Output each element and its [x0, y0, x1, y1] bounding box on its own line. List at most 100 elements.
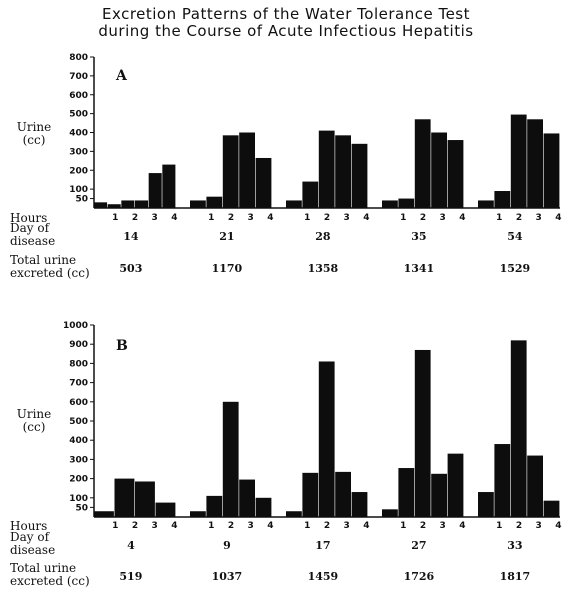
- panel-b-y-tick-label: 900: [69, 340, 88, 350]
- panel-b-hour-label: 2: [132, 521, 138, 531]
- panel-b-total-value: 1726: [404, 570, 435, 583]
- chart-title-line-1: Excretion Patterns of the Water Toleranc…: [101, 5, 470, 23]
- panel-b-bar: [335, 471, 351, 517]
- panel-a-day-value: 21: [219, 230, 234, 243]
- panel-b-total-value: 1817: [500, 570, 531, 583]
- panel-b-hour-label: 2: [420, 521, 426, 531]
- panel-b-hour-label: 1: [112, 521, 118, 531]
- panel-b-bar: [318, 361, 335, 517]
- panel-a-bar: [431, 132, 447, 208]
- panel-a-hour-label: 3: [344, 213, 350, 223]
- panel-a-bar: [414, 119, 431, 208]
- panel-b-hour-label: 3: [440, 521, 446, 531]
- panel-a-hour-label: 1: [400, 213, 406, 223]
- panel-b-label: B: [116, 338, 128, 354]
- panel-b-hour-label: 1: [400, 521, 406, 531]
- panel-b-hour-label: 3: [248, 521, 254, 531]
- panel-b-bar: [543, 500, 560, 517]
- panel-a-bar: [190, 200, 206, 208]
- panel-a-bar: [302, 181, 319, 208]
- panel-a-bar: [286, 200, 302, 208]
- panel-a-hour-label: 2: [132, 213, 138, 223]
- panel-b-hour-label: 3: [536, 521, 542, 531]
- panel-b-day-label-line-1: Day of: [10, 530, 51, 544]
- panel-b-bar: [255, 497, 272, 517]
- panel-a-hour-label: 1: [304, 213, 310, 223]
- panel-a-day-value: 54: [507, 230, 523, 243]
- panel-b-bar: [135, 481, 155, 517]
- panel-b-y-axis-unit: (cc): [23, 420, 46, 434]
- panel-b-hour-label: 1: [208, 521, 214, 531]
- panel-a-bar: [107, 204, 121, 208]
- panel-b-y-tick-label: 700: [69, 379, 88, 389]
- panel-a-bar: [148, 173, 162, 208]
- panel-b-y-tick-label: 1000: [63, 321, 88, 331]
- panel-b-day-value: 33: [507, 539, 522, 552]
- panel-b-bar: [351, 492, 368, 517]
- panel-a-bar: [494, 191, 511, 208]
- panel-a-y-tick-label: 700: [69, 72, 88, 82]
- panel-a-hour-label: 2: [228, 213, 234, 223]
- panel-a-bar: [398, 198, 415, 208]
- panel-b-bar: [414, 349, 431, 517]
- panel-b-y-tick-label: 50: [75, 503, 88, 513]
- panel-b-total-label-line-2: excreted (cc): [10, 574, 90, 588]
- panel-a-day-label-line-2: disease: [10, 234, 55, 248]
- panel-b-hour-label: 2: [324, 521, 330, 531]
- panel-a-bar: [255, 157, 272, 208]
- panel-b-y-tick-label: 300: [69, 455, 88, 465]
- panel-b-bar: [527, 455, 543, 517]
- panel-a-bar: [206, 196, 223, 208]
- panel-b-y-tick-label: 600: [69, 398, 88, 408]
- panel-a-hour-label: 1: [496, 213, 502, 223]
- panel-a-day-label-line-1: Day of: [10, 221, 51, 235]
- panel-b-day-value: 4: [127, 539, 135, 552]
- panel-a-hour-label: 2: [516, 213, 522, 223]
- panel-a-bar: [222, 135, 239, 208]
- chart-title-line-2: during the Course of Acute Infectious He…: [98, 22, 474, 40]
- panel-a-y-tick-label: 200: [69, 166, 88, 176]
- panel-a-y-tick-label: 400: [69, 129, 88, 139]
- panel-a-hour-label: 3: [248, 213, 254, 223]
- panel-b-bar: [478, 492, 494, 517]
- panel-b-bar: [494, 444, 511, 517]
- panel-b-y-tick-label: 800: [69, 359, 88, 369]
- panel-b-day-value: 17: [315, 539, 330, 552]
- panel-a-hour-label: 2: [420, 213, 426, 223]
- panel-b-hour-label: 4: [171, 521, 177, 531]
- panel-b-bar: [114, 478, 135, 517]
- panel-b-total-label-line-1: Total urine: [10, 561, 76, 575]
- panel-b-bar: [190, 511, 206, 517]
- panel-b-hour-label: 4: [363, 521, 369, 531]
- panel-b-hour-label: 3: [152, 521, 158, 531]
- panel-b-hour-label: 1: [496, 521, 502, 531]
- panel-a-total-value: 1170: [212, 262, 243, 275]
- panel-b-bar: [222, 401, 239, 517]
- panel-a-y-tick-label: 50: [75, 195, 88, 205]
- panel-b-bar: [286, 511, 302, 517]
- panel-a-hour-label: 4: [555, 213, 561, 223]
- panel-b-day-label-line-2: disease: [10, 543, 55, 557]
- panel-b-bar: [510, 340, 527, 517]
- panel-a-bar: [335, 135, 351, 208]
- panel-a-total-value: 1341: [404, 262, 435, 275]
- panel-a-hour-label: 2: [324, 213, 330, 223]
- chart-title: Excretion Patterns of the Water Toleranc…: [0, 6, 572, 40]
- panel-a-bar: [543, 133, 560, 208]
- panel-b-y-tick-label: 200: [69, 475, 88, 485]
- panel-b-day-value: 9: [223, 539, 231, 552]
- panel-b-total-value: 519: [119, 570, 142, 583]
- panel-b-hour-label: 4: [459, 521, 465, 531]
- panel-b-bar: [398, 468, 415, 517]
- panel-a-hour-label: 4: [459, 213, 465, 223]
- panel-a-hour-label: 3: [152, 213, 158, 223]
- panel-a-bar: [510, 114, 527, 208]
- panel-a-y-axis-label: Urine: [17, 120, 52, 134]
- panel-b-bar: [155, 502, 176, 517]
- panel-a-hour-label: 4: [363, 213, 369, 223]
- panel-a-total-label-line-1: Total urine: [10, 253, 76, 267]
- panel-a-y-tick-label: 800: [69, 53, 88, 63]
- panel-a-bar: [239, 132, 255, 208]
- panel-b-bar: [382, 509, 398, 517]
- panel-b-hours-label: Hours: [10, 519, 47, 533]
